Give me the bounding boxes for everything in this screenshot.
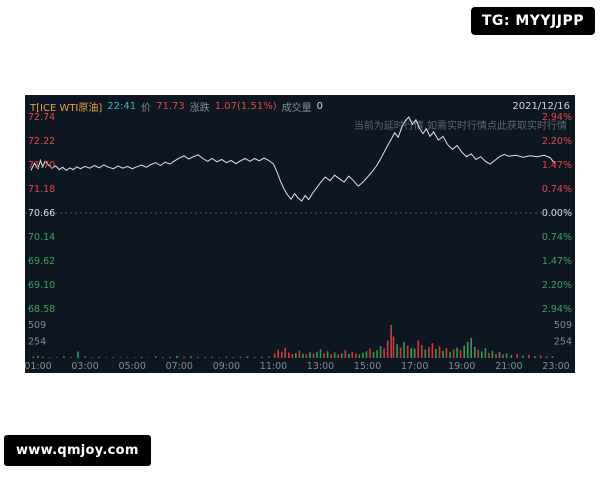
svg-text:0.74%: 0.74% [542,232,572,243]
svg-text:13:00: 13:00 [307,361,334,372]
svg-text:254: 254 [28,337,46,348]
svg-text:2.94%: 2.94% [542,112,572,123]
svg-text:69.62: 69.62 [28,256,55,267]
delayed-quote-notice-link[interactable]: 当前为延时行情,如需实时行情点此获取实时行情 [353,121,567,132]
svg-text:72.74: 72.74 [28,112,55,123]
svg-text:09:00: 09:00 [213,361,240,372]
svg-text:71.18: 71.18 [28,184,55,195]
svg-text:03:00: 03:00 [71,361,98,372]
svg-text:0.00%: 0.00% [542,208,572,219]
telegram-contact-badge: TG: MYYJJPP [470,7,595,35]
svg-text:509: 509 [554,320,572,331]
symbol-name: T[ICE WTI原油] [30,102,103,114]
site-url-badge: www.qmjoy.com [4,435,151,466]
svg-text:19:00: 19:00 [448,361,475,372]
svg-text:11:00: 11:00 [260,361,287,372]
svg-text:70.66: 70.66 [28,208,55,219]
volume-label: 成交量 [281,102,312,114]
svg-text:0.74%: 0.74% [542,184,572,195]
svg-text:509: 509 [28,320,46,331]
svg-text:2.20%: 2.20% [542,280,572,291]
chart-header: T[ICE WTI原油] 22:41 价 71.73 涨跌 1.07(1.51%… [25,95,575,114]
svg-text:69.10: 69.10 [28,280,55,291]
last-price: 71.73 [156,100,185,112]
quote-time: 22:41 [107,100,137,112]
svg-text:254: 254 [554,337,572,348]
svg-text:23:00: 23:00 [542,361,569,372]
svg-text:2.20%: 2.20% [542,136,572,147]
svg-text:1.47%: 1.47% [542,160,572,171]
svg-text:05:00: 05:00 [119,361,146,372]
change-value: 1.07(1.51%) [214,100,277,112]
volume-value: 0 [316,100,323,112]
svg-text:68.58: 68.58 [28,304,55,315]
svg-text:15:00: 15:00 [354,361,381,372]
price-label: 价 [141,102,152,114]
svg-text:07:00: 07:00 [166,361,193,372]
quote-date: 2021/12/16 [512,100,570,112]
svg-text:71.70: 71.70 [28,160,55,171]
svg-text:70.14: 70.14 [28,232,55,243]
change-label: 涨跌 [189,102,210,114]
svg-text:01:00: 01:00 [25,361,52,372]
chart-panel: T[ICE WTI原油] 22:41 价 71.73 涨跌 1.07(1.51%… [25,95,575,373]
price-volume-chart[interactable]: 72.74 72.22 71.70 71.18 70.66 70.14 69.62 69.10… [25,111,575,373]
svg-text:2.94%: 2.94% [542,304,572,315]
svg-text:1.47%: 1.47% [542,256,572,267]
svg-text:21:00: 21:00 [495,361,522,372]
svg-text:72.22: 72.22 [28,136,55,147]
svg-text:17:00: 17:00 [401,361,428,372]
